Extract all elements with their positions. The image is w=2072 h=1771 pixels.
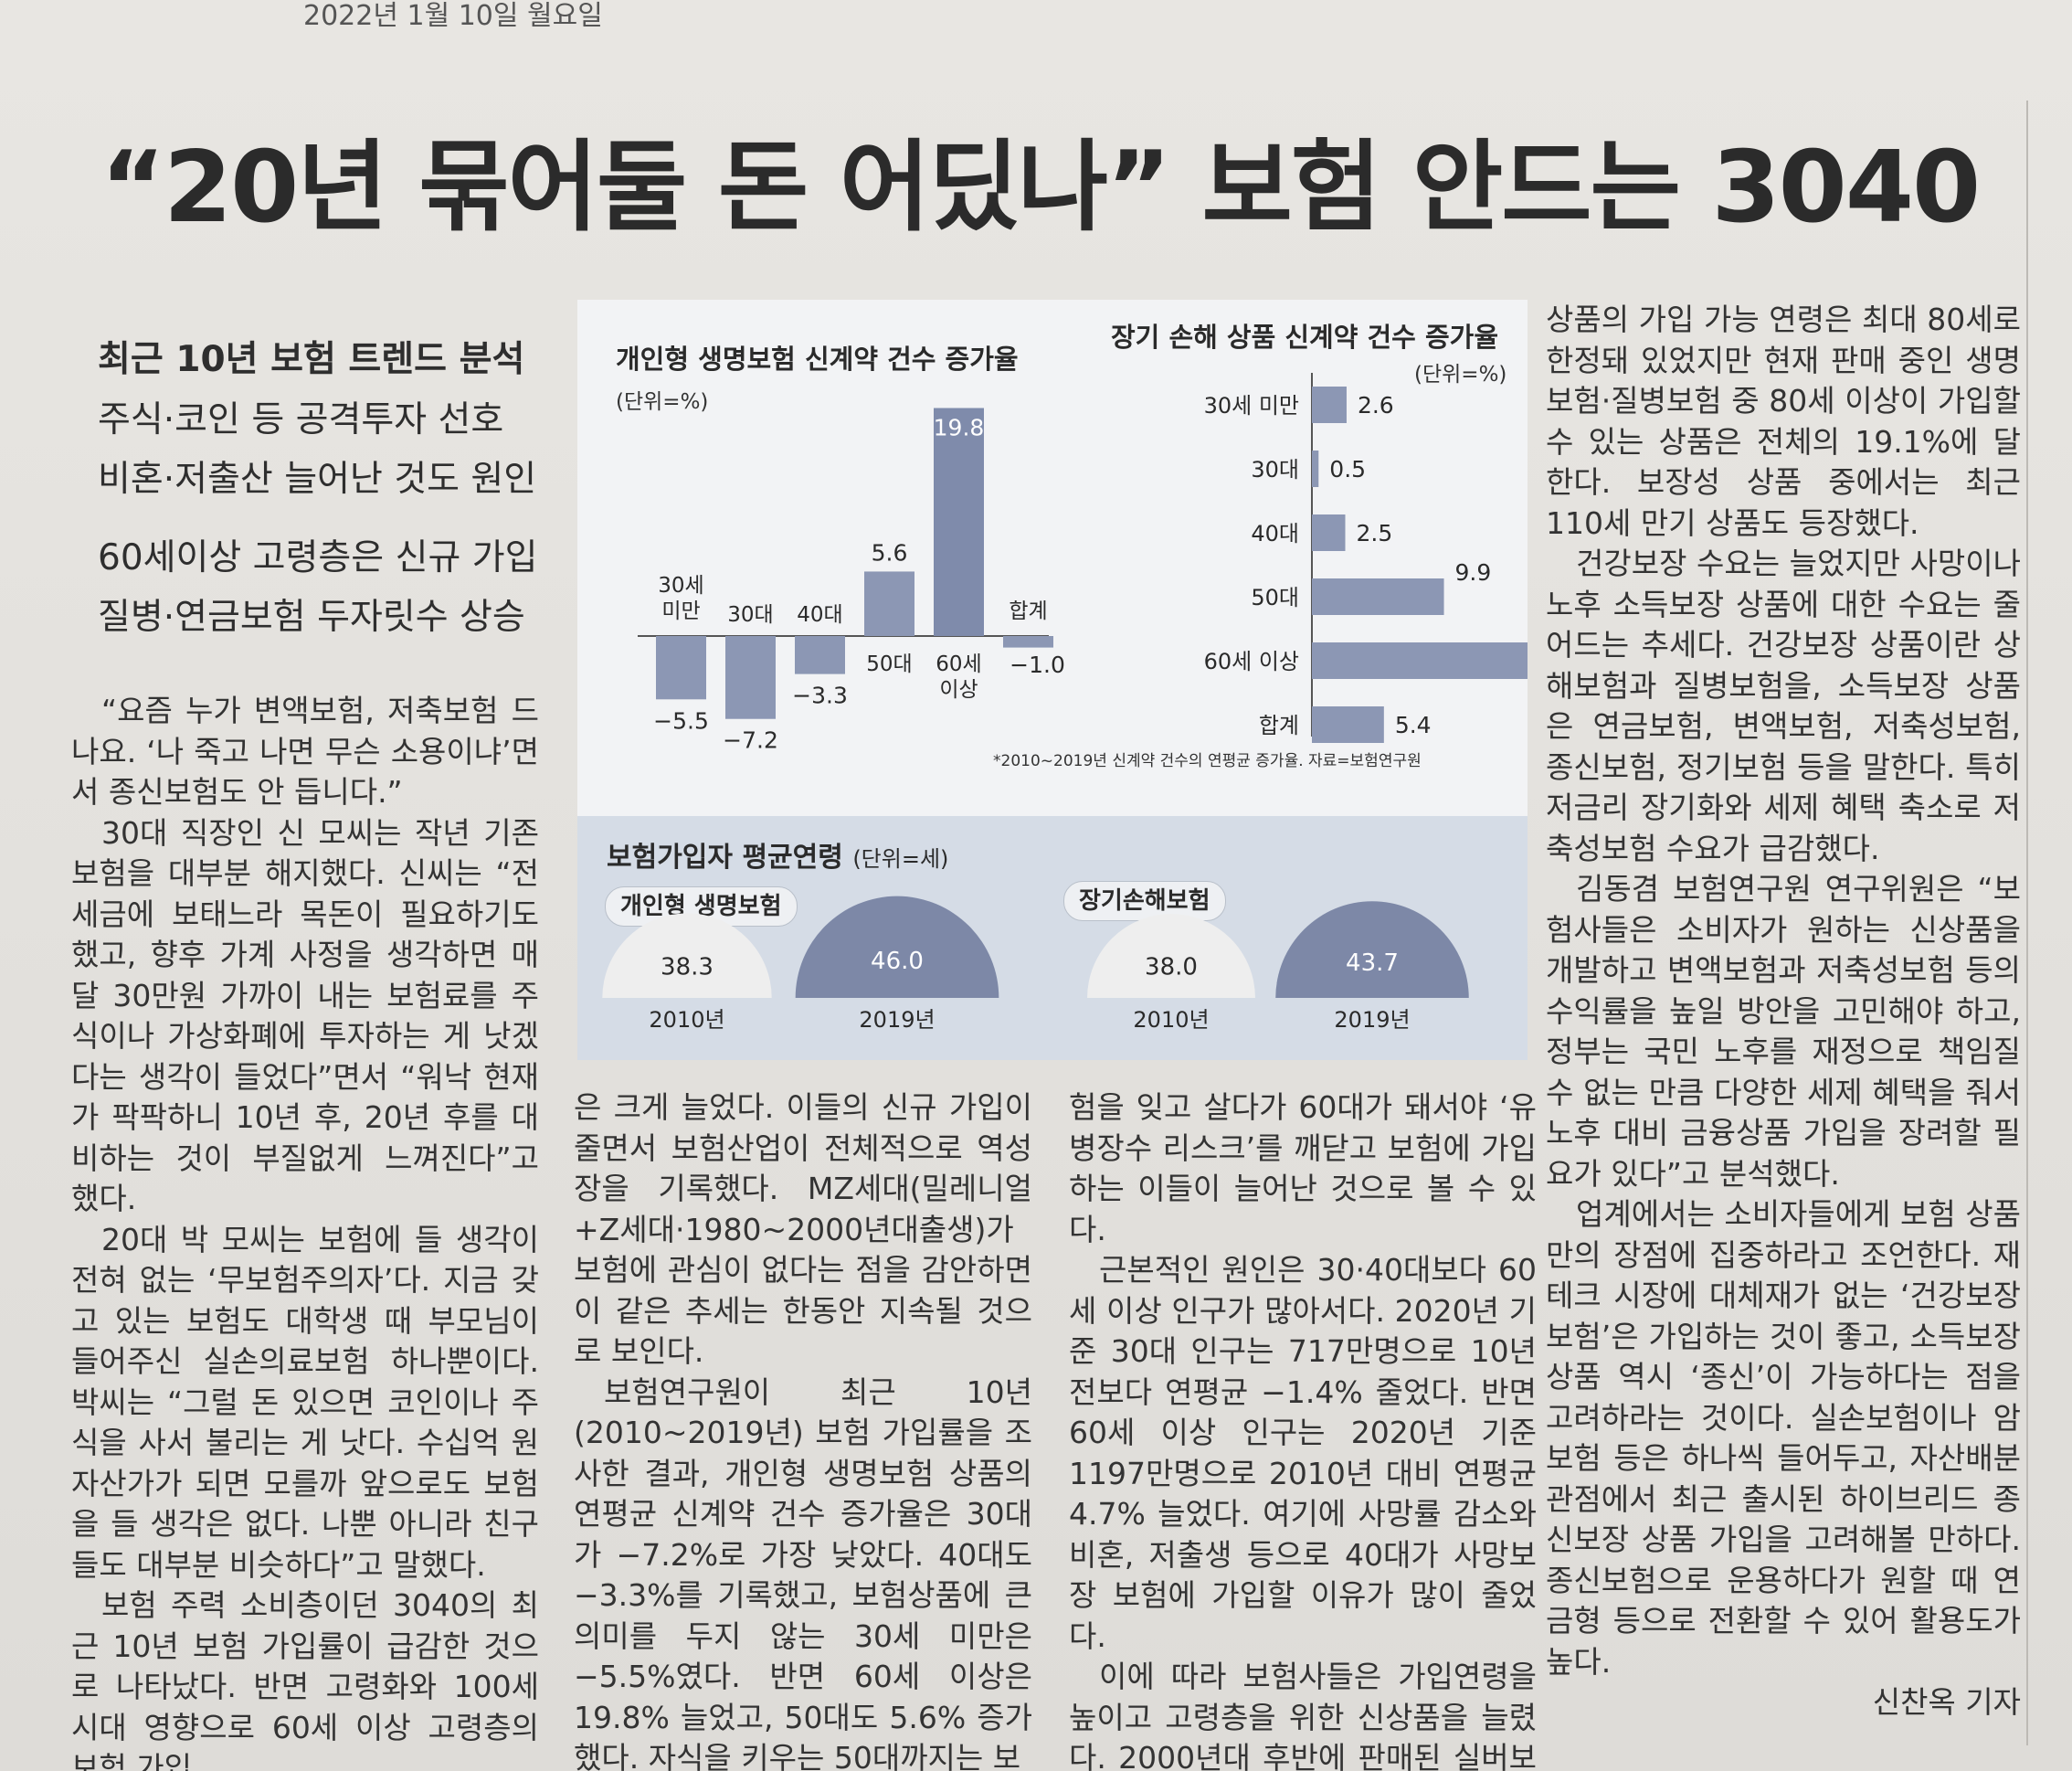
value-label: −3.3 — [792, 683, 848, 709]
column-3: 험을 잊고 살다가 60대가 돼서야 ‘유병장수 리스크’를 깨닫고 보험에 가… — [1069, 1087, 1537, 1771]
bar-1 — [1312, 451, 1319, 487]
paragraph: 보험 주력 소비층이던 3040의 최근 10년 보험 가입률이 급감한 것으로… — [71, 1587, 539, 1771]
category-label: 50대 — [1251, 585, 1299, 610]
category-label: 60세 이상 — [936, 652, 981, 702]
value-label: −1.0 — [1010, 652, 1065, 678]
paragraph: 이에 따라 보험사들은 가입연령을 높이고 고령층을 위한 신상품을 늘렸다. … — [1069, 1659, 1537, 1771]
non-life-insurance-pill: 장기손해보험 — [1063, 881, 1226, 921]
infographic-top-panel: 개인형 생명보험 신계약 건수 증가율 (단위=%) 30세 미만 −5.5 30대 −… — [577, 300, 1528, 816]
source-note: *2010~2019년 신계약 건수의 연평균 증가율. 자료=보험연구원 — [993, 752, 1422, 770]
category-label: 30대 — [1251, 457, 1299, 483]
column-1: “요즘 누가 변액보험, 저축보험 드나요. ‘나 죽고 나면 무슨 소용이냐’… — [71, 691, 539, 1771]
avg-age-value: 43.7 — [1346, 949, 1399, 977]
paragraph: 건강보장 수요는 늘었지만 사망이나 노후 소득보장 상품에 대한 수요는 줄어… — [1546, 546, 2021, 866]
paragraph: 보험연구원이 최근 10년(2010~2019년) 보험 가입률을 조사한 결과… — [574, 1373, 1032, 1771]
bar-0 — [656, 636, 706, 700]
subhead-3: 비혼·저출산 늘어난 것도 원인 — [98, 459, 537, 500]
category-label: 40대 — [1251, 521, 1299, 546]
value-label: 9.9 — [1455, 559, 1492, 586]
year-label: 2010년 — [649, 1007, 724, 1033]
category-label: 합계 — [1009, 599, 1047, 623]
category-label: 50대 — [866, 652, 912, 676]
subhead-1: 최근 10년 보험 트렌드 분석 — [98, 339, 525, 380]
value-label: 5.6 — [872, 539, 908, 566]
chart-title: 개인형 생명보험 신계약 건수 증가율 — [616, 344, 1019, 375]
vertical-bar-chart: 30세 미만 −5.5 30대 −7.2 40대 −3.3 50대 5.6 60세 이상 19.8 합계… — [638, 408, 1065, 754]
column-2: 은 크게 늘었다. 이들의 신규 가입이 줄면서 보험산업이 전체적으로 역성장… — [574, 1087, 1032, 1771]
value-label: 5.4 — [1395, 712, 1432, 738]
column-4: 상품의 가입 가능 연령은 최대 80세로 한정돼 있었지만 현재 판매 중인 … — [1546, 300, 2021, 1723]
paragraph: “요즘 누가 변액보험, 저축보험 드나요. ‘나 죽고 나면 무슨 소용이냐’… — [71, 693, 539, 810]
value-label: 19.8 — [934, 415, 985, 441]
category-label: 30세 미만 — [658, 574, 703, 623]
subhead-2: 주식·코인 등 공격투자 선호 — [98, 399, 504, 440]
subhead-5: 질병·연금보험 두자릿수 상승 — [98, 597, 525, 638]
year-label: 2019년 — [1334, 1007, 1410, 1033]
year-label: 2010년 — [1133, 1007, 1209, 1033]
paragraph: 업계에서는 소비자들에게 보험 상품만의 장점에 집중하라고 조언한다. 재테크… — [1546, 1196, 2021, 1680]
paragraph: 30대 직장인 신 모씨는 작년 기존 보험을 대부분 해지했다. 신씨는 “전… — [71, 814, 539, 1217]
subhead-4: 60세이상 고령층은 신규 가입 — [98, 537, 538, 578]
paragraph: 김동겸 보험연구원 연구위원은 “보험사들은 소비자가 원하는 신상품을 개발하… — [1546, 871, 2021, 1192]
semicircle-1-0 — [1087, 914, 1255, 998]
bar-1 — [725, 636, 776, 719]
semicircle-0-1 — [795, 896, 999, 998]
category-label: 30세 미만 — [1204, 393, 1299, 419]
chart-unit: (단위=%) — [1414, 363, 1507, 387]
bar-5 — [1312, 706, 1384, 743]
value-label: 2.6 — [1358, 392, 1394, 419]
bar-2 — [795, 636, 845, 674]
chart-unit: (단위=%) — [616, 390, 709, 414]
infographic: 개인형 생명보험 신계약 건수 증가율 (단위=%) 30세 미만 −5.5 30대 −… — [577, 300, 1528, 1060]
semicircle-0-0 — [602, 913, 772, 998]
bar-0 — [1312, 387, 1347, 423]
paragraph: 은 크게 늘었다. 이들의 신규 가입이 줄면서 보험산업이 전체적으로 역성장… — [574, 1089, 1032, 1369]
value-label: −5.5 — [653, 707, 709, 734]
category-label: 40대 — [797, 603, 842, 627]
category-label: 60세 이상 — [1204, 649, 1299, 674]
issue-date: 2022년 1월 10일 월요일 — [303, 0, 603, 32]
bar-3 — [1312, 578, 1444, 615]
value-label: 2.5 — [1357, 520, 1393, 546]
headline: “20년 묶어둘 돈 어딨나” 보험 안드는 3040 — [100, 131, 1981, 245]
category-label: 30대 — [727, 603, 773, 627]
category-label: 합계 — [1259, 713, 1299, 738]
byline: 신찬옥 기자 — [1872, 1684, 2021, 1720]
top-strip: 2022년 1월 10일 월요일 — [0, 0, 2072, 32]
avg-age-value: 38.3 — [661, 953, 714, 981]
average-age-semicircles: 38.3 2010년 46.0 2019년 38.0 2010년 43.7 2019년 — [602, 896, 1469, 1033]
avg-age-value: 38.0 — [1145, 954, 1198, 981]
avg-age-title-text: 보험가입자 평균연령 — [607, 842, 843, 874]
bar-5 — [1003, 636, 1053, 648]
value-label: −7.2 — [723, 727, 778, 754]
column-rule — [2026, 101, 2028, 1745]
bar-4 — [934, 408, 984, 636]
bar-3 — [864, 571, 914, 636]
avg-age-title: 보험가입자 평균연령 (단위=세) — [607, 834, 948, 875]
non-life-insurance-chart: 장기 손해 상품 신계약 건수 증가율 (단위=%) 30세 미만 2.6 30대 0… — [1065, 300, 1528, 816]
paragraph: 20대 박 모씨는 보험에 들 생각이 전혀 없는 ‘무보험주의자’다. 지금 … — [71, 1221, 539, 1583]
paragraph: 근본적인 원인은 30·40대보다 60세 이상 인구가 많아서다. 2020년… — [1069, 1252, 1537, 1654]
paragraph: 상품의 가입 가능 연령은 최대 80세로 한정돼 있었지만 현재 판매 중인 … — [1546, 302, 2021, 541]
semicircle-1-1 — [1275, 901, 1469, 998]
value-label: 0.5 — [1329, 456, 1366, 483]
chart-title: 장기 손해 상품 신계약 건수 증가율 — [1111, 322, 1499, 353]
bar-2 — [1312, 514, 1346, 551]
year-label: 2019년 — [859, 1007, 935, 1033]
avg-age-unit: (단위=세) — [852, 846, 949, 872]
life-insurance-chart: 개인형 생명보험 신계약 건수 증가율 (단위=%) 30세 미만 −5.5 30대 −… — [592, 300, 1065, 816]
avg-age-value: 46.0 — [871, 948, 924, 975]
paragraph: 험을 잊고 살다가 60대가 돼서야 ‘유병장수 리스크’를 깨닫고 보험에 가… — [1069, 1089, 1537, 1247]
bar-4 — [1312, 642, 1528, 679]
